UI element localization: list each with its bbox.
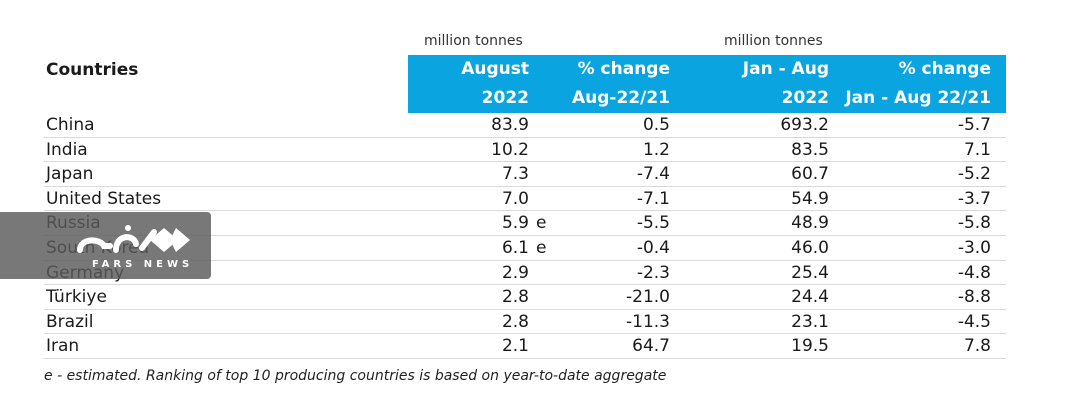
estimate-flag: e — [536, 237, 547, 258]
ytd-pct-change: -5.2 — [957, 164, 991, 185]
fars-logo-icon — [77, 225, 190, 253]
header-ytd-change-line1: % change — [898, 59, 991, 79]
august-2022-value: 2.8 — [501, 287, 529, 308]
country-name: China — [46, 115, 95, 135]
unit-label-monthly: million tonnes — [424, 33, 523, 49]
jan-aug-2022-value: 48.9 — [791, 213, 829, 234]
monthly-pct-change: -7.4 — [636, 164, 670, 185]
table-header-band: August 2022 % change Aug-22/21 Jan - Aug… — [408, 55, 1006, 113]
monthly-pct-change: -0.4 — [636, 237, 670, 258]
ytd-pct-change: -3.0 — [957, 237, 991, 258]
countries-header: Countries — [46, 60, 139, 80]
august-2022-value: 2.9 — [501, 262, 529, 283]
jan-aug-2022-value: 19.5 — [791, 336, 829, 357]
monthly-pct-change: -21.0 — [626, 287, 670, 308]
monthly-pct-change: -11.3 — [626, 311, 670, 332]
monthly-pct-change: -2.3 — [636, 262, 670, 283]
unit-label-ytd: million tonnes — [724, 33, 823, 49]
ytd-pct-change: -8.8 — [957, 287, 991, 308]
august-2022-value: 83.9 — [491, 115, 529, 135]
monthly-pct-change: -7.1 — [636, 188, 670, 209]
country-name: Japan — [46, 164, 94, 185]
watermark-text: FARS NEWS — [92, 259, 194, 270]
table-row: Brazil 2.8 -11.3 23.1 -4.5 — [44, 310, 1006, 335]
jan-aug-2022-value: 24.4 — [791, 287, 829, 308]
monthly-pct-change: 0.5 — [642, 115, 670, 135]
table-row: Iran 2.1 64.7 19.5 7.8 — [44, 334, 1006, 359]
header-august-line2: 2022 — [481, 88, 529, 108]
country-name: Türkiye — [46, 287, 107, 308]
ytd-pct-change: -4.5 — [957, 311, 991, 332]
jan-aug-2022-value: 60.7 — [791, 164, 829, 185]
table-row: Türkiye 2.8 -21.0 24.4 -8.8 — [44, 285, 1006, 310]
table-row: Japan 7.3 -7.4 60.7 -5.2 — [44, 162, 1006, 187]
header-pct-change-month: % change Aug-22/21 — [548, 55, 670, 113]
jan-aug-2022-value: 693.2 — [780, 115, 829, 135]
august-2022-value: 7.0 — [501, 188, 529, 209]
august-2022-value: 2.1 — [501, 336, 529, 357]
ytd-pct-change: -5.8 — [957, 213, 991, 234]
august-2022-value: 5.9 — [501, 213, 529, 234]
country-name: Brazil — [46, 311, 94, 332]
monthly-pct-change: 1.2 — [642, 139, 670, 160]
ytd-pct-change: 7.1 — [963, 139, 991, 160]
country-name: India — [46, 139, 88, 160]
jan-aug-2022-value: 25.4 — [791, 262, 829, 283]
estimate-flag: e — [536, 213, 547, 234]
ytd-pct-change: -3.7 — [957, 188, 991, 209]
header-pct-change-ytd: % change Jan - Aug 22/21 — [838, 55, 991, 113]
august-2022-value: 2.8 — [501, 311, 529, 332]
header-jan-aug-line1: Jan - Aug — [742, 59, 829, 79]
table-row: United States 7.0 -7.1 54.9 -3.7 — [44, 187, 1006, 212]
footnote: e - estimated. Ranking of top 10 produci… — [44, 368, 667, 384]
header-pct-change-line2: Aug-22/21 — [571, 88, 670, 108]
table-body: China 83.9 0.5 693.2 -5.7 India 10.2 1.2 83.5 7.1… — [44, 113, 1006, 359]
country-name: Iran — [46, 336, 80, 357]
header-august-line1: August — [461, 59, 529, 79]
header-ytd-change-line2: Jan - Aug 22/21 — [845, 88, 991, 108]
news-agency-watermark: FARS NEWS — [0, 212, 211, 279]
ytd-pct-change: -5.7 — [957, 115, 991, 135]
jan-aug-2022-value: 23.1 — [791, 311, 829, 332]
jan-aug-2022-value: 46.0 — [791, 237, 829, 258]
jan-aug-2022-value: 54.9 — [791, 188, 829, 209]
header-august-2022: August 2022 — [408, 55, 529, 113]
header-jan-aug-2022: Jan - Aug 2022 — [708, 55, 829, 113]
august-2022-value: 6.1 — [501, 237, 529, 258]
august-2022-value: 7.3 — [501, 164, 529, 185]
ytd-pct-change: 7.8 — [963, 336, 991, 357]
header-jan-aug-line2: 2022 — [781, 88, 829, 108]
header-pct-change-line1: % change — [577, 59, 670, 79]
ytd-pct-change: -4.8 — [957, 262, 991, 283]
monthly-pct-change: -5.5 — [636, 213, 670, 234]
monthly-pct-change: 64.7 — [632, 336, 670, 357]
table-row: China 83.9 0.5 693.2 -5.7 — [44, 113, 1006, 138]
jan-aug-2022-value: 83.5 — [791, 139, 829, 160]
august-2022-value: 10.2 — [491, 139, 529, 160]
table-row: India 10.2 1.2 83.5 7.1 — [44, 138, 1006, 163]
country-name: United States — [46, 188, 162, 209]
